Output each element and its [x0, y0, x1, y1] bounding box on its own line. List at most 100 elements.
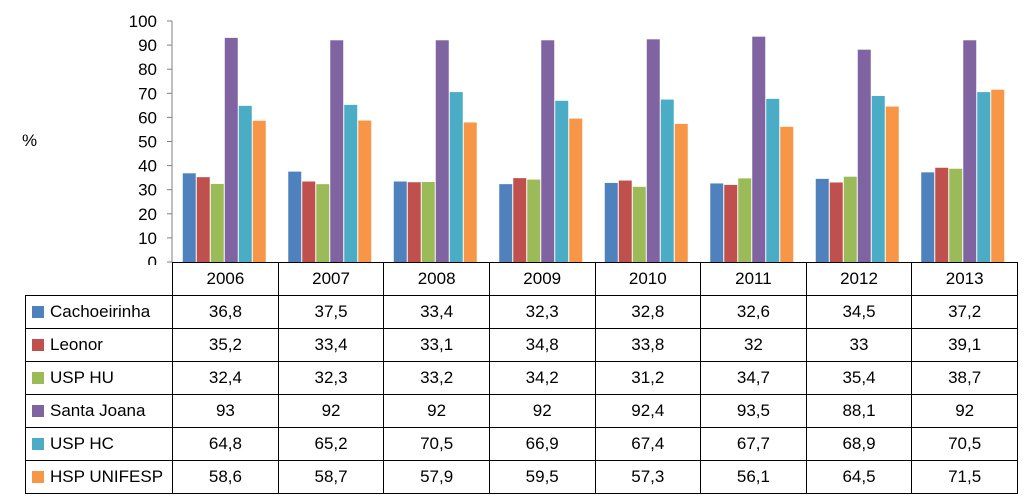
bar [344, 104, 358, 262]
bar [316, 184, 330, 262]
data-label: 31,2 [594, 361, 702, 395]
bar [780, 126, 794, 262]
bar [196, 177, 210, 262]
data-label: 71,5 [911, 460, 1018, 494]
y-tick-label: 30 [138, 181, 157, 200]
bar [288, 171, 302, 262]
data-label: 32,6 [700, 295, 807, 329]
data-label: 35,4 [805, 361, 913, 395]
bar [302, 181, 316, 262]
bar [752, 36, 766, 262]
bar [499, 184, 513, 262]
legend-swatch [32, 339, 44, 351]
data-label: 92 [383, 394, 490, 428]
bar [224, 37, 238, 263]
legend-swatch [32, 405, 44, 417]
bar [885, 106, 899, 263]
data-label: 39,1 [911, 328, 1018, 362]
legend-entry: HSP UNIFESP [24, 460, 174, 494]
data-label: 32,3 [488, 295, 596, 329]
data-label: 33,4 [383, 295, 490, 329]
data-label: 93 [172, 394, 279, 428]
data-label: 64,8 [172, 427, 279, 461]
data-label: 32 [700, 328, 807, 362]
data-label: 92 [277, 394, 385, 428]
legend-swatch [32, 372, 44, 384]
data-label: 57,9 [383, 460, 490, 494]
bar [210, 183, 224, 262]
bar [632, 186, 646, 262]
data-label: 68,9 [805, 427, 913, 461]
data-label: 37,5 [277, 295, 385, 329]
y-tick-label: 80 [138, 60, 157, 79]
legend-entry: Santa Joana [24, 394, 174, 428]
bar [991, 89, 1005, 262]
data-label: 59,5 [488, 460, 596, 494]
bar [710, 183, 724, 262]
data-label: 32,8 [594, 295, 702, 329]
data-label: 70,5 [383, 427, 490, 461]
x-category-label: 2010 [594, 262, 702, 296]
bar [238, 105, 252, 262]
bar [449, 92, 463, 262]
bar [871, 95, 885, 263]
data-label: 38,7 [911, 361, 1018, 395]
data-label: 65,2 [277, 427, 385, 461]
bar [182, 173, 196, 262]
bar [407, 182, 421, 262]
table-row: Leonor 35,2 33,4 33,1 34,8 33,8 32 33 39,1 [24, 328, 1018, 362]
data-label: 37,2 [911, 295, 1018, 329]
legend-entry: Leonor [24, 328, 174, 362]
bar [857, 49, 871, 262]
bar [829, 182, 843, 262]
bar [921, 172, 935, 262]
legend-swatch [32, 471, 44, 483]
bar [935, 167, 949, 262]
y-tick-label: 100 [129, 12, 157, 31]
data-label: 66,9 [488, 427, 596, 461]
data-label: 33,2 [383, 361, 490, 395]
bar [569, 118, 583, 262]
legend-entry: Cachoeirinha [24, 295, 174, 329]
y-tick-label: 90 [138, 36, 157, 55]
data-label: 70,5 [911, 427, 1018, 461]
data-label: 32,3 [277, 361, 385, 395]
bar [513, 178, 527, 262]
data-label: 32,4 [172, 361, 279, 395]
table-row: Santa Joana 93 92 92 92 92,4 93,5 88,1 92 [24, 394, 1018, 428]
data-label: 56,1 [700, 460, 807, 494]
bar [527, 179, 541, 262]
data-label: 93,5 [700, 394, 807, 428]
bar [963, 40, 977, 262]
series-name: Cachoeirinha [50, 302, 151, 321]
bar [393, 181, 407, 262]
data-label: 58,6 [172, 460, 279, 494]
x-category-label: 2008 [383, 262, 490, 296]
legend-entry: USP HU [24, 361, 174, 395]
legend-swatch [32, 306, 44, 318]
bar [646, 39, 660, 262]
series-name: Santa Joana [50, 401, 146, 420]
data-label: 34,5 [805, 295, 913, 329]
y-tick-label: 60 [138, 108, 157, 127]
data-table: 2006 2007 2008 2009 2010 2011 2012 2013 Cachoei… [24, 262, 1018, 494]
x-category-label: 2012 [805, 262, 913, 296]
data-label: 34,7 [700, 361, 807, 395]
data-label: 67,7 [700, 427, 807, 461]
data-label: 33,1 [383, 328, 490, 362]
y-tick-label: 0 [148, 253, 157, 265]
y-tick-label: 40 [138, 157, 157, 176]
data-label: 35,2 [172, 328, 279, 362]
series-name: USP HC [50, 434, 114, 453]
bar [674, 123, 688, 262]
bar [541, 40, 555, 262]
bar [843, 176, 857, 262]
bar [252, 120, 266, 262]
legend-entry: USP HC [24, 427, 174, 461]
data-label: 64,5 [805, 460, 913, 494]
data-label: 57,3 [594, 460, 702, 494]
bar [463, 122, 477, 262]
bar [555, 100, 569, 262]
data-label: 92 [488, 394, 596, 428]
series-name: HSP UNIFESP [50, 467, 164, 486]
